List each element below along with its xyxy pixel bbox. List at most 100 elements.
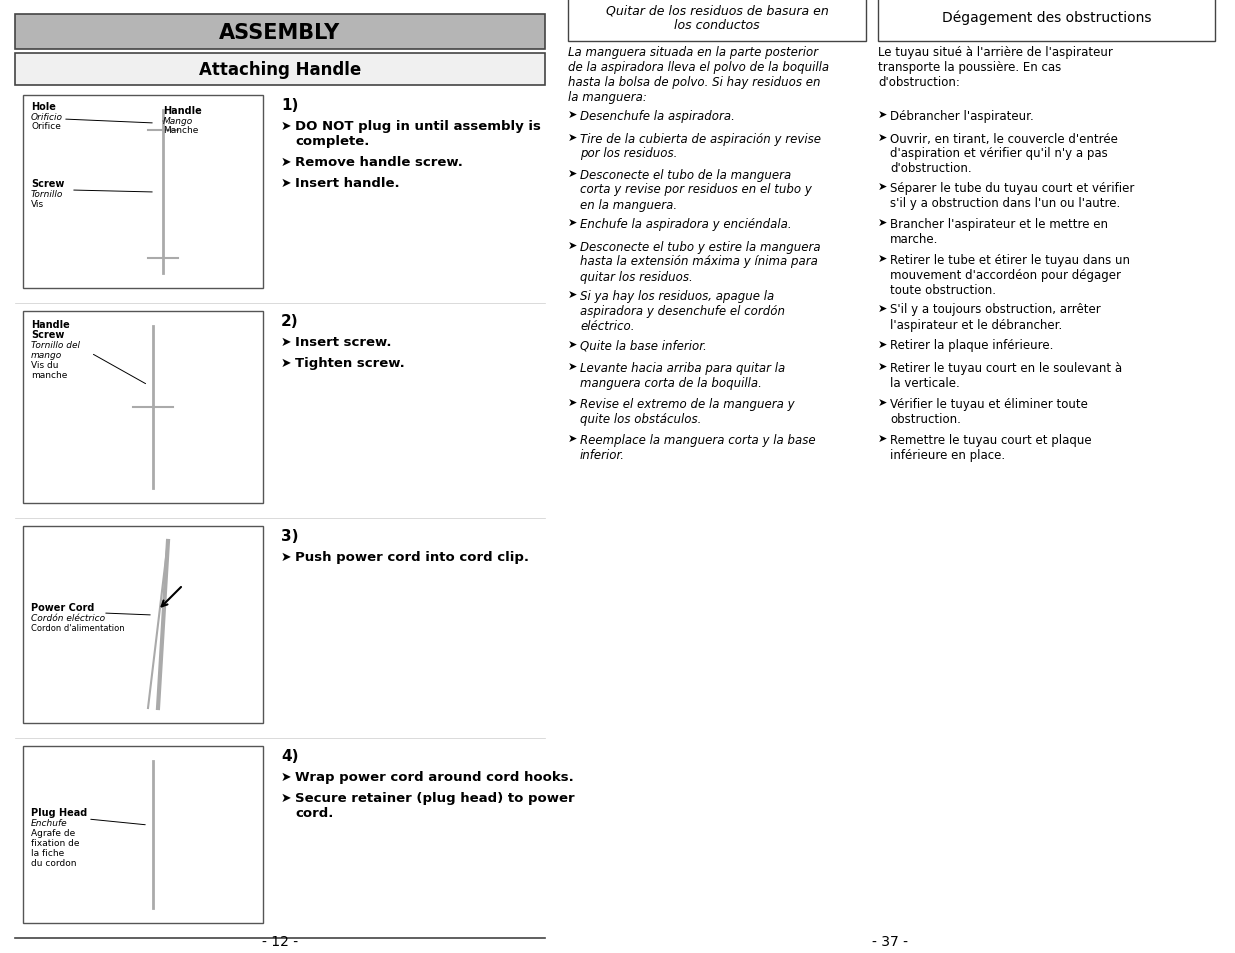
Text: Hole: Hole <box>31 102 56 112</box>
Text: Remove handle screw.: Remove handle screw. <box>295 156 463 169</box>
Text: Retirer la plaque inférieure.: Retirer la plaque inférieure. <box>890 339 1053 352</box>
Text: Plug Head: Plug Head <box>31 807 88 817</box>
Text: Ouvrir, en tirant, le couvercle d'entrée
d'aspiration et vérifier qu'il n'y a pa: Ouvrir, en tirant, le couvercle d'entrée… <box>890 132 1118 175</box>
Text: Power Cord: Power Cord <box>31 602 94 613</box>
Text: Séparer le tube du tuyau court et vérifier
s'il y a obstruction dans l'un ou l'a: Séparer le tube du tuyau court et vérifi… <box>890 182 1135 210</box>
Text: S'il y a toujours obstruction, arrêter
l'aspirateur et le débrancher.: S'il y a toujours obstruction, arrêter l… <box>890 303 1100 331</box>
Text: ➤: ➤ <box>878 434 888 443</box>
Text: Desenchufe la aspiradora.: Desenchufe la aspiradora. <box>580 110 735 123</box>
Text: ➤: ➤ <box>568 169 578 178</box>
Text: Tornillo del: Tornillo del <box>31 340 80 350</box>
Text: Brancher l'aspirateur et le mettre en
marche.: Brancher l'aspirateur et le mettre en ma… <box>890 218 1108 246</box>
Text: ➤: ➤ <box>568 397 578 408</box>
Text: ➤: ➤ <box>878 218 888 228</box>
Text: Vis: Vis <box>31 200 44 209</box>
Text: La manguera situada en la parte posterior
de la aspiradora lleva el polvo de la : La manguera situada en la parte posterio… <box>568 46 829 104</box>
Text: ➤: ➤ <box>282 156 291 169</box>
Text: ➤: ➤ <box>282 551 291 563</box>
Text: ➤: ➤ <box>878 182 888 192</box>
Bar <box>23 746 263 923</box>
Text: 3): 3) <box>282 529 299 543</box>
Text: Enchufe: Enchufe <box>31 818 68 827</box>
Bar <box>15 54 545 86</box>
Text: Retirer le tube et étirer le tuyau dans un
mouvement d'accordéon pour dégager
to: Retirer le tube et étirer le tuyau dans … <box>890 253 1130 296</box>
Text: Vérifier le tuyau et éliminer toute
obstruction.: Vérifier le tuyau et éliminer toute obst… <box>890 397 1088 426</box>
Text: Revise el extremo de la manguera y
quite los obstáculos.: Revise el extremo de la manguera y quite… <box>580 397 794 426</box>
Text: - 37 -: - 37 - <box>872 934 908 948</box>
Text: ➤: ➤ <box>282 770 291 783</box>
Text: 2): 2) <box>282 314 299 329</box>
Text: Handle: Handle <box>31 319 69 330</box>
Text: Cordón eléctrico: Cordón eléctrico <box>31 614 105 622</box>
Text: Tornillo: Tornillo <box>31 190 63 199</box>
Text: Le tuyau situé à l'arrière de l'aspirateur
transporte la poussière. En cas
d'obs: Le tuyau situé à l'arrière de l'aspirate… <box>878 46 1113 89</box>
Text: ➤: ➤ <box>568 290 578 299</box>
Text: ➤: ➤ <box>878 361 888 372</box>
Text: ➤: ➤ <box>568 361 578 372</box>
Text: Secure retainer (plug head) to power
cord.: Secure retainer (plug head) to power cor… <box>295 791 574 820</box>
Text: ➤: ➤ <box>878 397 888 408</box>
Text: Tire de la cubierta de aspiración y revise
por los residuos.: Tire de la cubierta de aspiración y revi… <box>580 132 821 160</box>
Text: Wrap power cord around cord hooks.: Wrap power cord around cord hooks. <box>295 770 574 783</box>
Text: Insert screw.: Insert screw. <box>295 335 391 349</box>
Text: Reemplace la manguera corta y la base
inferior.: Reemplace la manguera corta y la base in… <box>580 434 815 461</box>
Text: Desconecte el tubo y estire la manguera
hasta la extensión máxima y ínima para
q: Desconecte el tubo y estire la manguera … <box>580 240 820 283</box>
Text: ➤: ➤ <box>878 253 888 264</box>
Text: Remettre le tuyau court et plaque
inférieure en place.: Remettre le tuyau court et plaque inféri… <box>890 434 1092 461</box>
Text: Screw: Screw <box>31 179 64 189</box>
Text: ➤: ➤ <box>282 791 291 804</box>
Text: ➤: ➤ <box>878 132 888 142</box>
Text: mango: mango <box>31 351 62 359</box>
Text: Quite la base inferior.: Quite la base inferior. <box>580 339 706 352</box>
Text: DO NOT plug in until assembly is
complete.: DO NOT plug in until assembly is complet… <box>295 120 541 148</box>
Bar <box>15 15 545 50</box>
Text: 4): 4) <box>282 748 299 763</box>
Bar <box>878 0 1215 42</box>
Bar <box>23 312 263 503</box>
Text: ➤: ➤ <box>568 218 578 228</box>
Text: ➤: ➤ <box>568 434 578 443</box>
Text: Desconecte el tubo de la manguera
corta y revise por residuos en el tubo y
en la: Desconecte el tubo de la manguera corta … <box>580 169 811 212</box>
Bar <box>23 96 263 289</box>
Text: manche: manche <box>31 371 68 379</box>
Bar <box>568 0 866 42</box>
Bar <box>143 858 163 898</box>
Text: Insert handle.: Insert handle. <box>295 177 400 190</box>
Text: Vis du: Vis du <box>31 360 58 370</box>
Text: ➤: ➤ <box>282 120 291 132</box>
Text: Si ya hay los residuos, apague la
aspiradora y desenchufe el cordón
eléctrico.: Si ya hay los residuos, apague la aspira… <box>580 290 785 333</box>
Text: la fiche: la fiche <box>31 848 64 857</box>
Text: Agrafe de: Agrafe de <box>31 828 75 837</box>
Text: Levante hacia arriba para quitar la
manguera corta de la boquilla.: Levante hacia arriba para quitar la mang… <box>580 361 785 390</box>
Text: ➤: ➤ <box>878 110 888 120</box>
Text: Enchufe la aspiradora y enciéndala.: Enchufe la aspiradora y enciéndala. <box>580 218 792 231</box>
Text: Débrancher l'aspirateur.: Débrancher l'aspirateur. <box>890 110 1034 123</box>
Text: ➤: ➤ <box>878 303 888 314</box>
Text: ➤: ➤ <box>568 240 578 251</box>
Text: Orifice: Orifice <box>31 122 61 131</box>
Text: 1): 1) <box>282 98 299 112</box>
Text: ➤: ➤ <box>282 335 291 349</box>
Text: du cordon: du cordon <box>31 858 77 867</box>
Text: Cordon d'alimentation: Cordon d'alimentation <box>31 623 125 633</box>
Text: Attaching Handle: Attaching Handle <box>199 61 361 79</box>
Text: Retirer le tuyau court en le soulevant à
la verticale.: Retirer le tuyau court en le soulevant à… <box>890 361 1123 390</box>
Text: ➤: ➤ <box>568 132 578 142</box>
Text: Dégagement des obstructions: Dégagement des obstructions <box>942 10 1151 25</box>
Text: ➤: ➤ <box>282 356 291 370</box>
Bar <box>23 526 263 723</box>
Text: - 12 -: - 12 - <box>262 934 298 948</box>
Text: ➤: ➤ <box>878 339 888 349</box>
Text: Push power cord into cord clip.: Push power cord into cord clip. <box>295 551 529 563</box>
Text: ➤: ➤ <box>568 339 578 349</box>
Text: Handle: Handle <box>163 106 201 116</box>
Text: fixation de: fixation de <box>31 838 79 847</box>
Text: Screw: Screw <box>31 330 64 339</box>
Text: ➤: ➤ <box>568 110 578 120</box>
Text: ➤: ➤ <box>282 177 291 190</box>
Text: Orificio: Orificio <box>31 112 63 122</box>
Text: Manche: Manche <box>163 126 199 135</box>
Text: Quitar de los residuos de basura en
los conductos: Quitar de los residuos de basura en los … <box>605 4 829 32</box>
Text: Tighten screw.: Tighten screw. <box>295 356 405 370</box>
Text: Mango: Mango <box>163 117 193 126</box>
